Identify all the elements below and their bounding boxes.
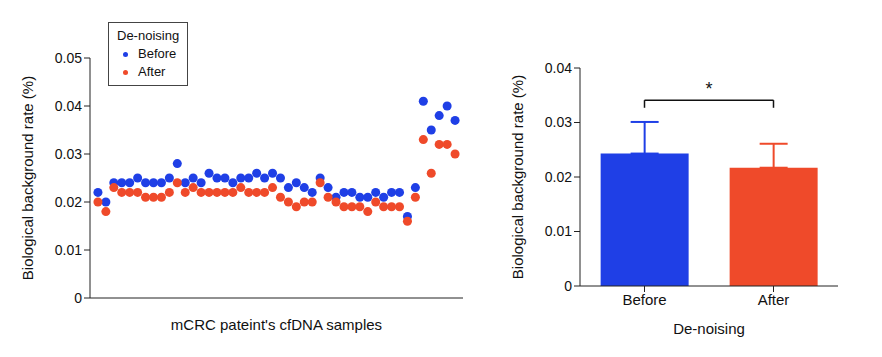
svg-text:0.02: 0.02 — [55, 194, 82, 210]
html-text:After: After — [138, 64, 166, 79]
svg-text:0.05: 0.05 — [55, 50, 82, 66]
html-text:De-noising: De-noising — [117, 28, 180, 43]
svg-text:0: 0 — [74, 290, 82, 306]
svg-text:0.02: 0.02 — [545, 169, 572, 185]
svg-text:mCRC pateint's cfDNA samples: mCRC pateint's cfDNA samples — [171, 316, 382, 333]
svg-text:Biological background rate (%): Biological background rate (%) — [19, 76, 36, 280]
html-text:Before: Before — [138, 46, 177, 61]
svg-text:*: * — [705, 79, 712, 99]
svg-text:Biological background rate (%): Biological background rate (%) — [509, 75, 526, 279]
svg-text:0.04: 0.04 — [545, 60, 572, 76]
svg-text:After: After — [758, 291, 790, 308]
svg-text:Before: Before — [622, 291, 666, 308]
svg-text:0.01: 0.01 — [55, 242, 82, 258]
svg-text:0.03: 0.03 — [545, 114, 572, 130]
svg-text:0.03: 0.03 — [55, 146, 82, 162]
svg-text:De-noising: De-noising — [673, 320, 745, 337]
svg-text:0: 0 — [564, 278, 572, 294]
svg-text:0.04: 0.04 — [55, 98, 82, 114]
svg-text:0.01: 0.01 — [545, 223, 572, 239]
